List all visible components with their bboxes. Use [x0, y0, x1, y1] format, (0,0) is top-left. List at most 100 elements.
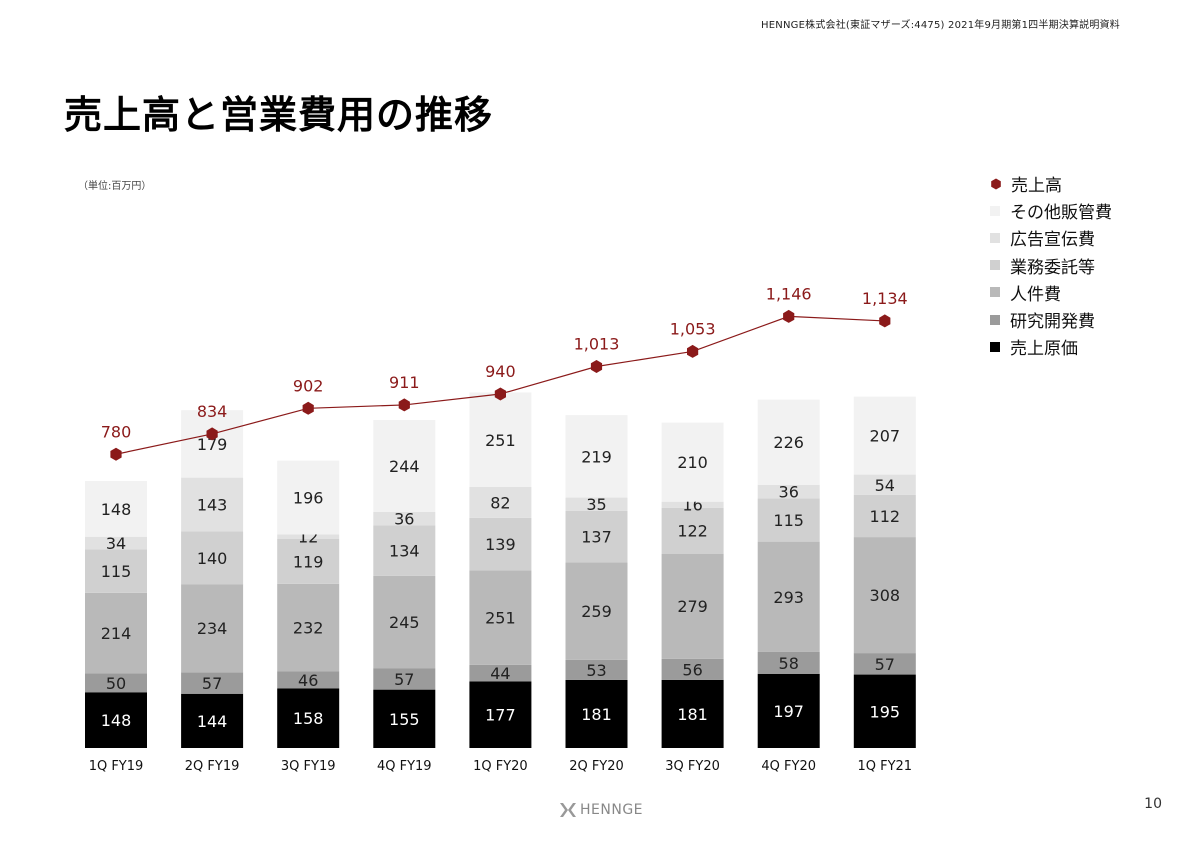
bar-other_sga: [661, 422, 724, 502]
bar-cogs: [181, 693, 244, 748]
bar-rnd: [181, 672, 244, 694]
legend-swatch-cogs: [990, 341, 1000, 352]
data-label-rnd: 58: [779, 654, 799, 673]
legend-label: 売上高: [1011, 176, 1062, 197]
data-label-cogs: 177: [485, 706, 516, 725]
data-label-outsourcing: 115: [773, 511, 804, 530]
data-label-personnel: 293: [773, 588, 804, 607]
legend-item-rnd: 研究開発費: [990, 306, 1112, 333]
bar-personnel: [85, 592, 147, 674]
data-label-rnd: 44: [490, 664, 510, 683]
henngе-logo-icon: [560, 803, 576, 817]
x-tick-label: 1Q FY20: [473, 759, 528, 774]
bar-rnd: [277, 671, 340, 689]
data-label-cogs: 195: [870, 702, 901, 721]
bar-advertising: [469, 487, 532, 518]
revenue-label: 1,134: [862, 289, 908, 308]
bar-other_sga: [181, 410, 244, 478]
data-label-personnel: 234: [197, 619, 228, 638]
data-label-advertising: 143: [197, 496, 228, 515]
legend-item-outsourcing: 業務委託等: [990, 252, 1112, 279]
x-tick-label: 1Q FY21: [857, 759, 912, 774]
bar-personnel: [469, 570, 532, 665]
bar-cogs: [277, 688, 340, 748]
revenue-label: 940: [485, 362, 516, 381]
data-label-advertising: 36: [394, 510, 414, 529]
legend-item-revenue: 売上高: [990, 170, 1112, 197]
bar-advertising: [757, 484, 820, 499]
revenue-label: 780: [101, 422, 132, 441]
data-label-other_sga: 196: [293, 489, 324, 508]
revenue-label: 1,146: [766, 284, 812, 303]
bar-other_sga: [277, 460, 340, 535]
bar-outsourcing: [757, 498, 820, 542]
x-tick-label: 3Q FY19: [281, 759, 336, 774]
data-label-outsourcing: 115: [101, 562, 132, 581]
bar-rnd: [565, 659, 628, 680]
bar-rnd: [469, 664, 532, 682]
legend-label: 売上原価: [1010, 339, 1078, 360]
bar-personnel: [853, 537, 916, 654]
bar-outsourcing: [181, 531, 244, 585]
revenue-point: [398, 398, 410, 412]
x-tick-label: 4Q FY20: [761, 759, 816, 774]
data-label-advertising: 34: [106, 534, 126, 553]
data-label-other_sga: 251: [485, 431, 516, 450]
data-label-personnel: 308: [870, 586, 901, 605]
bar-rnd: [853, 653, 916, 675]
data-label-cogs: 144: [197, 712, 228, 731]
data-label-cogs: 158: [293, 709, 324, 728]
legend-swatch-other_sga: [990, 205, 1000, 216]
data-label-personnel: 232: [293, 618, 324, 637]
data-label-personnel: 279: [677, 597, 708, 616]
legend-item-personnel: 人件費: [990, 279, 1112, 306]
revenue-label: 1,013: [574, 335, 620, 354]
header-note: HENNGE株式会社(東証マザーズ:4475) 2021年9月期第1四半期決算説…: [761, 20, 1120, 31]
bar-cogs: [661, 679, 724, 748]
bar-rnd: [661, 658, 724, 680]
bar-outsourcing: [661, 507, 724, 554]
footer-logo-text: HENNGE: [580, 802, 644, 818]
bar-other_sga: [565, 415, 628, 498]
bar-other_sga: [757, 399, 820, 485]
bar-cogs: [469, 681, 532, 748]
bar-other_sga: [853, 396, 916, 475]
bar-rnd: [373, 668, 436, 690]
revenue-point: [494, 387, 506, 401]
data-label-rnd: 57: [875, 655, 895, 674]
legend-label: 業務委託等: [1010, 257, 1095, 278]
x-tick-label: 2Q FY19: [185, 759, 240, 774]
data-label-outsourcing: 140: [197, 549, 228, 568]
data-label-advertising: 36: [779, 483, 799, 502]
bar-outsourcing: [469, 517, 532, 571]
data-label-outsourcing: 134: [389, 542, 420, 561]
footer-logo: HENNGE: [560, 802, 643, 818]
bar-other_sga: [85, 480, 147, 537]
data-label-outsourcing: 119: [293, 552, 324, 571]
bar-outsourcing: [565, 510, 628, 563]
data-label-other_sga: 179: [197, 435, 228, 454]
bar-cogs: [85, 692, 147, 748]
bar-advertising: [373, 511, 436, 526]
bar-advertising: [277, 534, 340, 539]
data-label-rnd: 50: [106, 674, 126, 693]
legend-item-advertising: 広告宣伝費: [990, 224, 1112, 251]
revenue-point: [879, 314, 891, 328]
revenue-point: [110, 447, 122, 461]
bar-personnel: [373, 575, 436, 669]
bar-outsourcing: [853, 494, 916, 538]
data-label-other_sga: 207: [870, 427, 901, 446]
bar-personnel: [277, 583, 340, 672]
legend-swatch-outsourcing: [990, 260, 1000, 271]
legend-swatch-personnel: [990, 287, 1000, 298]
data-label-outsourcing: 137: [581, 528, 612, 547]
unit-note: （単位:百万円）: [78, 181, 152, 192]
data-label-advertising: 54: [875, 476, 895, 495]
bar-outsourcing: [373, 525, 436, 576]
revenue-label: 911: [389, 373, 420, 392]
revenue-point: [687, 344, 699, 358]
revenue-point: [206, 427, 218, 441]
data-label-rnd: 46: [298, 671, 318, 690]
data-label-other_sga: 148: [101, 500, 132, 519]
